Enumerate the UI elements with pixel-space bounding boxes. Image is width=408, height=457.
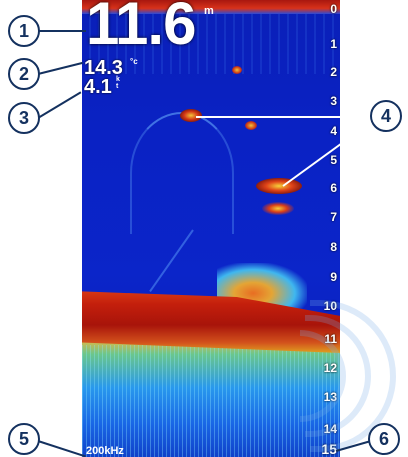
speed-readout: 4.1 (84, 76, 112, 98)
speed-unit-top: k (116, 76, 120, 83)
frequency-label: 200kHz (86, 445, 124, 457)
fish-target (180, 109, 202, 122)
callout-3: 3 (8, 102, 40, 134)
callout-leader-4a (196, 116, 376, 118)
depth-scale-label: 0 (330, 2, 337, 16)
speed-unit-bottom: t (116, 83, 119, 90)
depth-scale-label: 7 (330, 210, 337, 224)
surface-clutter (82, 0, 340, 14)
depth-scale-label: 8 (330, 240, 337, 254)
water-temperature-readout: 14.3 (84, 57, 123, 79)
depth-scale-label: 1 (330, 37, 337, 51)
depth-scale-label: 3 (330, 94, 337, 108)
bottom-texture (82, 345, 340, 457)
fish-target (262, 202, 294, 215)
depth-scale-label: 4 (330, 124, 337, 138)
fish-target-small (232, 66, 242, 74)
depth-scale-label: 2 (330, 65, 337, 79)
callout-leader-5 (37, 440, 86, 457)
sonar-streak (149, 229, 194, 293)
callout-5: 5 (8, 423, 40, 455)
callout-leader-3 (37, 91, 82, 119)
fish-arch-trail (130, 112, 234, 234)
depth-scale-label: 9 (330, 270, 337, 284)
sonar-display: 0 1 2 3 4 5 6 7 8 9 10 11 12 13 14 15 (82, 0, 340, 457)
depth-scale-label: 5 (330, 153, 337, 167)
callout-4: 4 (370, 100, 402, 132)
depth-scale-label: 6 (330, 181, 337, 195)
callout-1: 1 (8, 15, 40, 47)
callout-2: 2 (8, 58, 40, 90)
temperature-unit: °c (130, 57, 138, 66)
fish-target-small (245, 121, 257, 130)
surface-noise (82, 14, 340, 74)
callout-leader-1 (38, 30, 86, 32)
bottom-substrate (82, 340, 340, 457)
callout-leader-2 (37, 61, 83, 75)
callout-6: 6 (368, 423, 400, 455)
depth-readout: 11.6 (86, 0, 196, 57)
depth-unit: m (204, 5, 214, 17)
fish-target (256, 178, 302, 194)
